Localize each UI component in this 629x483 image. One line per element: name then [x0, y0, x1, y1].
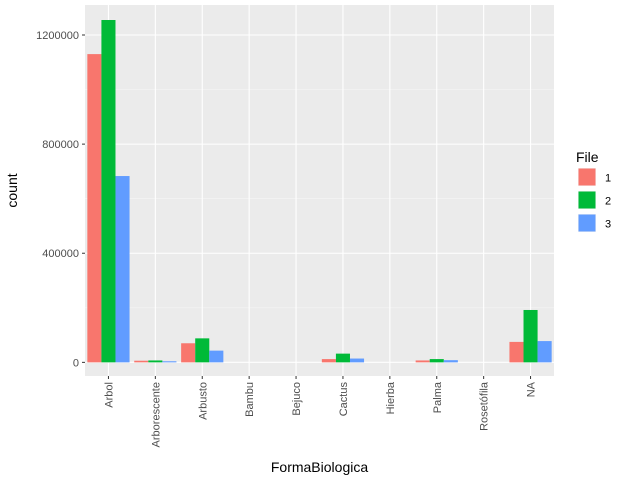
x-tick-label: Rosetófila	[479, 381, 491, 431]
bar	[87, 54, 102, 363]
bar	[415, 360, 430, 363]
y-tick-label: 0	[73, 357, 79, 369]
bar	[321, 359, 336, 363]
x-tick-label: Hierba	[385, 381, 397, 414]
bar	[443, 360, 458, 363]
bars	[87, 20, 552, 363]
x-tick-label: Arbol	[103, 382, 115, 408]
legend-key	[578, 214, 596, 232]
bar	[148, 360, 163, 363]
bar	[537, 341, 552, 363]
minor-gridlines	[85, 89, 554, 309]
bar	[349, 358, 365, 363]
legend-title: File	[576, 149, 599, 165]
legend-key	[578, 191, 596, 209]
bar	[509, 341, 524, 363]
bar	[101, 20, 116, 363]
bar	[335, 353, 350, 363]
bar	[209, 350, 224, 363]
y-tick-label: 800000	[42, 139, 79, 151]
x-tick-label: Cactus	[338, 382, 350, 417]
bar	[429, 359, 444, 363]
y-axis-title: count	[4, 173, 20, 207]
bar	[115, 176, 130, 363]
x-tick-label: Arborescente	[150, 382, 162, 447]
legend-label: 3	[605, 219, 611, 231]
y-tick-label: 400000	[42, 248, 79, 260]
y-tick-label: 1200000	[36, 30, 79, 42]
x-axis: Arbol Arborescente Arbusto Bambu Bejuco Cactu…	[103, 376, 538, 447]
legend: File 1 2 3	[576, 149, 611, 232]
plot-panel	[85, 5, 554, 376]
bar	[181, 343, 196, 363]
x-tick-label: Arbusto	[197, 382, 209, 420]
bar	[134, 360, 149, 363]
legend-key	[578, 168, 596, 186]
y-axis: 0 400000 800000 1200000	[36, 30, 85, 369]
x-tick-label: Bambu	[244, 382, 256, 417]
x-axis-title: FormaBiologica	[271, 459, 368, 475]
x-tick-label: Palma	[432, 381, 444, 413]
x-tick-label: NA	[526, 381, 538, 397]
legend-label: 2	[605, 196, 611, 208]
bar	[162, 361, 177, 363]
bar	[195, 338, 210, 363]
legend-label: 1	[605, 173, 611, 185]
bar	[523, 309, 538, 363]
x-tick-label: Bejuco	[291, 382, 303, 416]
